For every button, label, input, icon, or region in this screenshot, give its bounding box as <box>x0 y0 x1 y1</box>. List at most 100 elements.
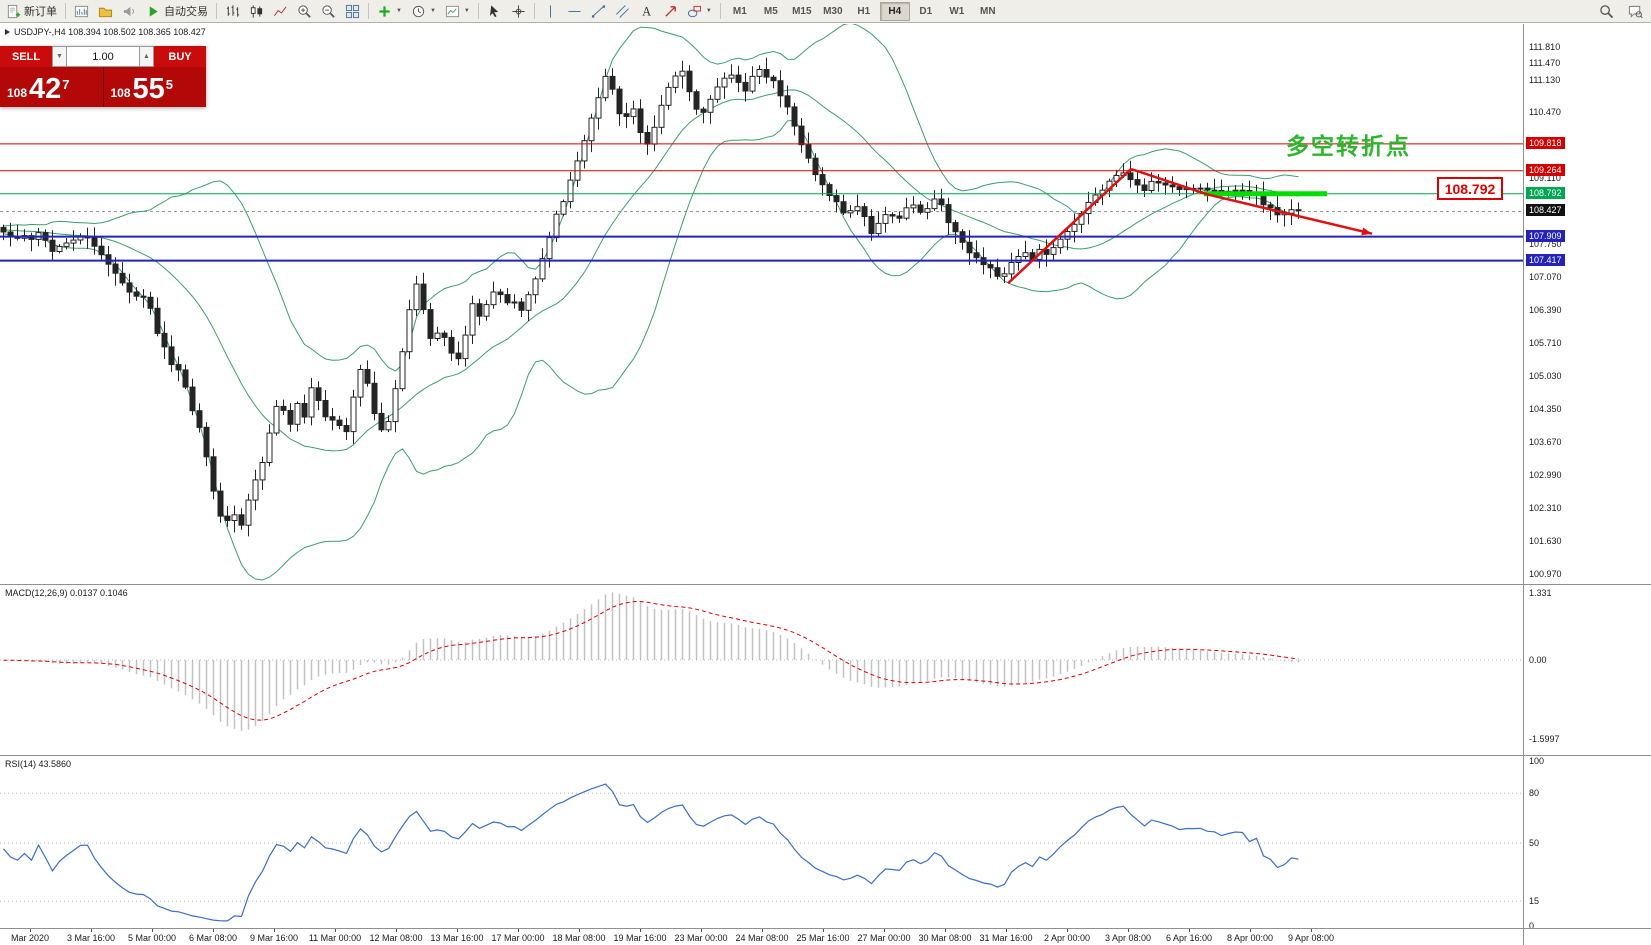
trendline-button[interactable] <box>587 1 610 22</box>
buy-button[interactable]: BUY <box>154 46 206 67</box>
time-axis-tick <box>1006 929 1007 932</box>
time-axis-label: 25 Mar 16:00 <box>796 933 850 943</box>
clock-icon <box>412 5 425 17</box>
horizontal-levels <box>0 143 1523 262</box>
zoom-out-icon <box>322 4 335 18</box>
timeframe-D1[interactable]: D1 <box>919 5 933 17</box>
hline-button[interactable] <box>563 1 586 22</box>
toolbar: 新订单 自动交易 ▼ ▼ ▼ A ▼ M1 M5 M15 M30 H1 H4 D1 W1 MN <box>0 0 1651 23</box>
timeframe-M1[interactable]: M1 <box>732 5 747 17</box>
timeframe-M15[interactable]: M15 <box>792 5 812 17</box>
crosshair-button[interactable] <box>507 1 530 22</box>
sell-price-panel[interactable]: 108 42 7 <box>0 67 103 107</box>
time-axis-label: 8 Apr 00:00 <box>1226 933 1274 943</box>
macd-axis-label: -1.5997 <box>1529 734 1560 745</box>
search-icon <box>1600 5 1614 19</box>
text-button[interactable]: A <box>635 1 658 22</box>
rsi-axis-label: 100 <box>1529 756 1545 766</box>
shapes-button[interactable]: ▼ <box>683 1 716 22</box>
timeframe-M30[interactable]: M30 <box>823 5 843 17</box>
chart-marker-icon <box>5 29 10 35</box>
time-axis-label: 11 Mar 00:00 <box>308 933 362 943</box>
chevron-down-icon: ▼ <box>396 8 402 14</box>
rsi-axis-label: 50 <box>1529 837 1540 848</box>
candles-icon <box>250 4 263 18</box>
time-axis-label: Mar 2020 <box>10 933 50 943</box>
profiles-button[interactable] <box>94 1 117 22</box>
arrows-button[interactable] <box>659 1 682 22</box>
main-chart-panel[interactable]: USDJPY-,H4 108.394 108.502 108.365 108.4… <box>0 24 1651 584</box>
zoom-out-button[interactable] <box>317 1 340 22</box>
periods-button[interactable]: ▼ <box>407 1 440 22</box>
price-axis-label: 103.670 <box>1529 437 1562 448</box>
time-axis-label: 3 Apr 08:00 <box>1104 933 1152 943</box>
time-axis-tick <box>701 929 702 932</box>
play-icon <box>149 5 158 17</box>
megaphone-icon <box>123 6 135 16</box>
buy-price-panel[interactable]: 108 55 5 <box>102 67 207 107</box>
candles <box>0 57 1302 537</box>
price-axis-label: 111.810 <box>1529 41 1561 52</box>
buy-price-pips: 55 <box>132 73 165 106</box>
chevron-down-icon: ▼ <box>429 8 436 14</box>
sell-button[interactable]: SELL <box>0 46 52 67</box>
macd-panel[interactable]: MACD(12,26,9) 0.0137 0.1046 1.331 0.00 -1.… <box>0 584 1651 755</box>
search-button[interactable] <box>1595 1 1618 22</box>
time-axis-label: 3 Mar 16:00 <box>66 933 116 943</box>
price-axis-label: 111.130 <box>1529 74 1561 85</box>
candlestick-chart[interactable] <box>0 24 1523 584</box>
time-axis-label: 2 Apr 00:00 <box>1043 933 1091 943</box>
autotrading-button-label: 自动交易 <box>164 6 208 18</box>
new-order-button[interactable]: 新订单 <box>2 1 61 22</box>
timeframe-H1[interactable]: H1 <box>857 5 871 17</box>
templates-button[interactable]: ▼ <box>441 1 474 22</box>
timeframe-H4[interactable]: H4 <box>879 1 910 21</box>
alerts-button[interactable] <box>118 1 141 22</box>
price-axis-label: 107.070 <box>1529 271 1562 282</box>
vline-button[interactable] <box>539 1 562 22</box>
rsi-chart[interactable] <box>0 756 1523 928</box>
price-axis-tag: 109.264 <box>1526 163 1565 176</box>
macd-chart[interactable] <box>0 585 1523 755</box>
candle-chart-button[interactable] <box>245 1 268 22</box>
charts-button[interactable] <box>70 1 93 22</box>
chat-search-icon <box>1628 5 1643 19</box>
channel-button[interactable] <box>611 1 634 22</box>
volume-increase-button[interactable]: ▲ <box>139 46 154 67</box>
rsi-line <box>3 783 1299 922</box>
indicators-button[interactable]: ▼ <box>373 1 406 22</box>
toolbar-separator <box>368 3 369 19</box>
autotrading-button[interactable]: 自动交易 <box>142 1 212 22</box>
bar-chart-button[interactable] <box>221 1 244 22</box>
price-axis-label: 105.030 <box>1529 371 1562 382</box>
sell-price-pips: 42 <box>29 73 62 106</box>
time-axis-label: 5 Mar 00:00 <box>127 933 177 943</box>
rsi-panel[interactable]: RSI(14) 43.5860 100 80 50 15 0 <box>0 755 1651 928</box>
folder-icon <box>98 7 113 17</box>
svg-text:A: A <box>642 4 651 18</box>
toolbar-separator <box>477 3 479 19</box>
time-axis-label: 13 Mar 16:00 <box>430 933 484 943</box>
timeframe-M5[interactable]: M5 <box>763 5 778 17</box>
new-order-icon <box>7 4 21 18</box>
time-axis-label: 24 Mar 08:00 <box>735 933 789 943</box>
volume-decrease-button[interactable]: ▼ <box>52 46 67 67</box>
time-axis-label: 9 Apr 08:00 <box>1287 933 1335 943</box>
time-axis-tick <box>579 929 580 932</box>
volume-input[interactable]: 1.00 <box>67 46 139 67</box>
timeframe-W1[interactable]: W1 <box>949 5 965 17</box>
community-search-button[interactable] <box>1624 1 1647 22</box>
tile-windows-button[interactable] <box>341 1 364 22</box>
line-chart-button[interactable] <box>269 1 292 22</box>
timeframe-MN[interactable]: MN <box>980 5 996 17</box>
time-axis-tick <box>884 929 885 932</box>
price-axis-tag: 107.909 <box>1526 229 1565 242</box>
zoom-in-button[interactable] <box>293 1 316 22</box>
ind-plus-icon <box>379 5 390 17</box>
cursor-button[interactable] <box>483 1 506 22</box>
chevron-down-icon: ▼ <box>463 8 470 14</box>
bollinger-bands <box>3 24 1299 581</box>
trade-prices-row: 108 42 7 108 55 5 <box>0 67 206 107</box>
template-icon <box>445 5 459 17</box>
